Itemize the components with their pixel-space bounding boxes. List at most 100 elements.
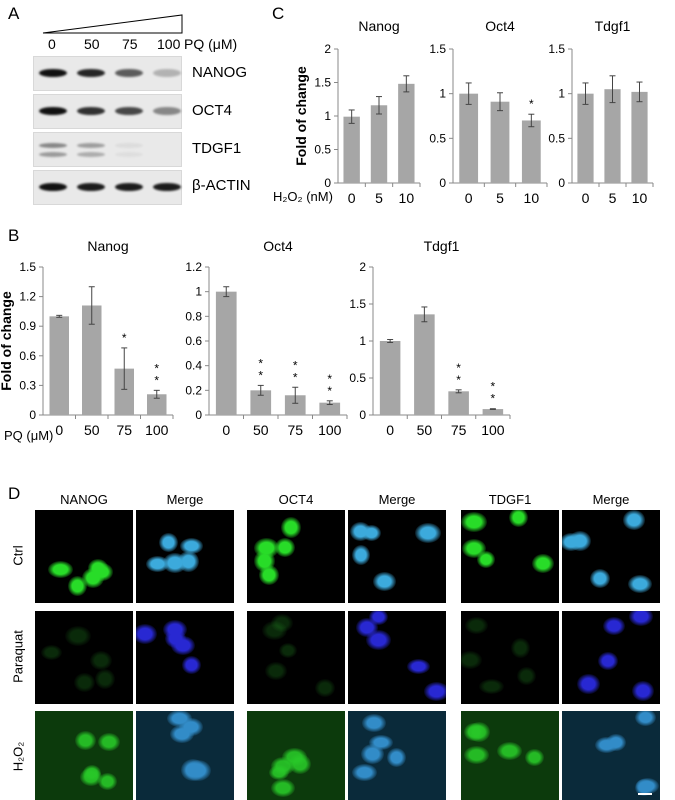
micrograph-tdgf1-paraquat (461, 611, 559, 704)
column-header: NANOG (60, 492, 108, 507)
y-tick-label: 0.6 (185, 334, 202, 348)
cell-nucleus (496, 742, 523, 761)
x-axis-label-b: PQ (μM) (4, 428, 54, 443)
cell-nucleus (508, 510, 528, 528)
y-tick-label: 1.5 (349, 297, 366, 311)
significance-marker: * (293, 370, 298, 384)
micrograph-merge-paraquat (348, 611, 446, 704)
y-tick-label: 1 (359, 334, 366, 348)
x-tick-label: 0 (348, 190, 356, 206)
micrograph-tdgf1-ctrl (461, 510, 559, 603)
dose-label: 50 (84, 36, 100, 52)
y-tick-label: 0.9 (19, 319, 36, 333)
y-tick-label: 1.5 (548, 42, 565, 56)
dose-label: 75 (122, 36, 138, 52)
cell-nucleus (628, 611, 654, 626)
dose-unit-label: PQ (μM) (184, 36, 238, 52)
x-tick-label: 50 (84, 422, 100, 438)
cell-nucleus (278, 643, 297, 659)
cell-nucleus (158, 532, 179, 553)
bar (604, 89, 621, 183)
bar (631, 91, 648, 183)
cell-nucleus (597, 651, 619, 671)
significance-marker: * (258, 368, 263, 382)
cell-nucleus (628, 575, 653, 593)
micrograph-merge-h₂o₂ (136, 711, 234, 800)
cell-nucleus (606, 733, 627, 752)
chart-title: Nanog (358, 18, 399, 34)
cell-nucleus (510, 637, 530, 659)
bar (577, 93, 594, 183)
cell-nucleus (464, 746, 490, 764)
row-label: Ctrl (10, 545, 26, 566)
cell-nucleus (275, 537, 295, 557)
row-label: Paraquat (10, 630, 26, 683)
y-axis-label: Fold of change (0, 291, 14, 391)
micrograph-oct4-ctrl (247, 510, 345, 603)
cell-nucleus (349, 521, 371, 541)
cell-nucleus (461, 650, 482, 670)
dose-label: 100 (157, 36, 181, 52)
cell-nucleus (361, 713, 387, 732)
cell-nucleus (524, 748, 544, 767)
micrograph-merge-h₂o₂ (348, 711, 446, 800)
micrograph-merge-ctrl (348, 510, 446, 603)
cell-nucleus (181, 655, 202, 674)
blot-label-oct4: OCT4 (192, 102, 233, 119)
y-tick-label: 0.2 (185, 383, 202, 397)
significance-marker: * (327, 372, 332, 386)
cell-nucleus (464, 617, 489, 634)
cell-nucleus (90, 650, 113, 670)
chart-title: Tdgf1 (595, 18, 631, 34)
cell-nucleus (74, 672, 95, 692)
micrograph-merge-ctrl (136, 510, 234, 603)
cell-nucleus (479, 679, 504, 695)
blot-band (39, 183, 67, 191)
y-axis-label: Fold of change (293, 66, 309, 166)
bar (398, 83, 415, 183)
y-tick-label: 1.2 (185, 260, 202, 274)
y-tick-label: 0.5 (314, 143, 331, 157)
x-tick-label: 5 (496, 190, 504, 206)
cell-nucleus (136, 624, 158, 645)
y-tick-label: 0.8 (185, 309, 202, 323)
cell-nucleus (164, 629, 186, 649)
cell-nucleus (351, 544, 371, 565)
y-tick-label: 0.6 (19, 349, 36, 363)
cell-nucleus (360, 743, 385, 765)
micrograph-merge-paraquat (562, 611, 660, 704)
cell-nucleus (98, 773, 118, 790)
cell-nucleus (270, 778, 295, 797)
cell-nucleus (170, 724, 194, 743)
y-tick-label: 1 (324, 109, 331, 123)
cell-nucleus (163, 553, 187, 573)
cell-nucleus (423, 681, 446, 701)
column-header: OCT4 (278, 492, 314, 507)
y-tick-label: 0.5 (349, 371, 366, 385)
x-tick-label: 0 (582, 190, 590, 206)
x-tick-label: 0 (55, 422, 63, 438)
micrograph-oct4-h₂o₂ (247, 711, 345, 800)
blot-band (115, 69, 143, 77)
blot-band (77, 143, 105, 148)
cell-nucleus (74, 730, 97, 751)
cell-nucleus (577, 673, 600, 695)
x-axis-label-c: H₂O₂ (nM) (273, 189, 333, 204)
y-tick-label: 0.5 (429, 131, 446, 145)
cell-nucleus (94, 668, 116, 690)
chart-title: Tdgf1 (424, 238, 460, 254)
y-tick-label: 0.5 (548, 131, 565, 145)
bar (379, 341, 401, 415)
y-tick-label: 1.5 (19, 260, 36, 274)
cell-nucleus (532, 554, 555, 574)
y-tick-label: 0 (439, 176, 446, 190)
x-tick-label: 10 (399, 190, 415, 206)
blot-band (115, 107, 143, 115)
x-tick-label: 75 (451, 422, 467, 438)
bar (490, 101, 510, 183)
cell-nucleus (179, 538, 204, 554)
chart-title: Oct4 (485, 18, 515, 34)
cell-nucleus (589, 569, 611, 589)
bar (459, 93, 479, 183)
blot-band (39, 107, 67, 115)
